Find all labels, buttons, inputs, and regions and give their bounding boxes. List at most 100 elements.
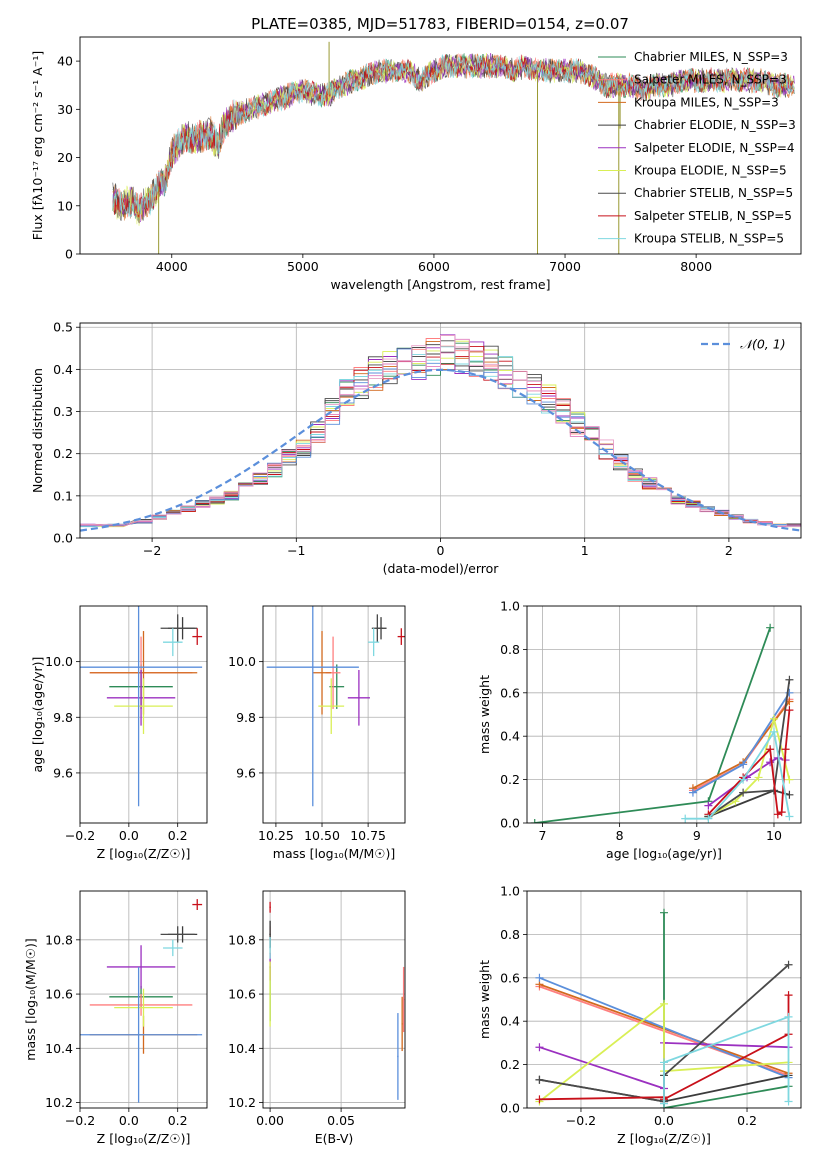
y-tick-label: 0.0 xyxy=(500,816,520,831)
x-tick-label: 7 xyxy=(538,828,546,843)
y-tick-label: 0.4 xyxy=(53,362,73,377)
y-tick-label: 0.0 xyxy=(500,1101,520,1116)
weight-point-marker xyxy=(769,714,778,723)
axes-frame xyxy=(79,890,208,1109)
spectrum-series-line xyxy=(112,54,795,218)
x-tick-label: 1 xyxy=(581,543,589,558)
axes-frame xyxy=(262,605,406,824)
x-tick-label: 0.0 xyxy=(654,1113,674,1128)
legend-entry-3: Kroupa MILES, N_SSP=3 xyxy=(634,95,779,109)
weight-point-marker xyxy=(785,675,794,684)
y-tick-label: 0.4 xyxy=(500,1014,520,1029)
plot-area xyxy=(80,323,801,538)
axes-frame xyxy=(262,890,406,1109)
weight-point-marker xyxy=(704,801,713,810)
axes-frame xyxy=(79,36,802,255)
y-tick-label: 0.3 xyxy=(53,404,73,419)
y-tick-label: 0.5 xyxy=(53,320,73,335)
y-axis-label: mass weight xyxy=(477,960,492,1039)
plot-area xyxy=(80,606,207,823)
x-tick-label: 10.25 xyxy=(258,828,294,843)
x-tick-label: 0.2 xyxy=(737,1113,757,1128)
weight-point-marker xyxy=(784,1097,793,1106)
legend-entry-2: Salpeter MILES, N_SSP=3 xyxy=(634,73,787,87)
figure-title: PLATE=0385, MJD=51783, FIBERID=0154, z=0… xyxy=(251,15,629,33)
legend-entry-1: Chabrier MILES, N_SSP=3 xyxy=(634,50,788,64)
weight-point-marker xyxy=(777,808,786,817)
weight-point-marker xyxy=(784,991,793,1000)
weight-point-marker xyxy=(766,745,775,754)
x-axis-label: wavelength [Angstrom, rest frame] xyxy=(330,277,550,292)
weight-point-marker xyxy=(766,758,775,767)
axes-frame xyxy=(526,605,802,824)
x-axis-label: (data-model)/error xyxy=(383,561,500,576)
x-tick-label: 0.0 xyxy=(119,828,139,843)
x-tick-label: 10 xyxy=(766,828,782,843)
histogram-step-line xyxy=(80,335,801,527)
gaussian-reference-line xyxy=(80,368,801,532)
weight-point-marker xyxy=(769,727,778,736)
legend-entry-7: Chabrier STELIB, N_SSP=5 xyxy=(634,186,793,200)
weight-point-marker xyxy=(535,973,544,982)
weight-point-marker xyxy=(785,790,794,799)
x-axis-label: E(B-V) xyxy=(315,1131,354,1146)
x-axis-label: age [log₁₀(age/yr)] xyxy=(606,846,722,861)
x-tick-label: 8 xyxy=(616,828,624,843)
y-tick-label: 0.0 xyxy=(53,531,73,546)
y-tick-label: 10.6 xyxy=(228,987,256,1002)
y-axis-label: mass weight xyxy=(477,675,492,754)
y-tick-label: 10.4 xyxy=(228,1041,256,1056)
x-tick-label: 6000 xyxy=(418,259,450,274)
spectrum-series-line xyxy=(112,52,795,223)
weight-point-marker xyxy=(766,623,775,632)
weight-point-marker xyxy=(681,814,690,823)
x-tick-label: 0 xyxy=(437,543,445,558)
y-axis-label: age [log₁₀(age/yr)] xyxy=(30,657,45,773)
plot-area xyxy=(80,891,207,1108)
y-tick-label: 10.2 xyxy=(228,1095,256,1110)
y-tick-label: 0.2 xyxy=(500,1057,520,1072)
weight-series-line xyxy=(534,627,771,823)
y-tick-label: 30 xyxy=(57,102,73,117)
y-tick-label: 9.6 xyxy=(53,765,73,780)
y-tick-label: 0.6 xyxy=(500,685,520,700)
weight-point-marker xyxy=(530,819,539,823)
weight-point-marker xyxy=(739,760,748,769)
weight-point-marker xyxy=(773,810,782,819)
x-tick-label: −0.2 xyxy=(65,828,95,843)
legend-entry-4: Chabrier ELODIE, N_SSP=3 xyxy=(634,118,796,132)
x-axis-label: Z [log₁₀(Z/Z☉)] xyxy=(97,1131,191,1146)
y-tick-label: 0.2 xyxy=(53,446,73,461)
x-axis-label: Z [log₁₀(Z/Z☉)] xyxy=(97,846,191,861)
y-tick-label: 0 xyxy=(65,247,73,262)
axes-frame xyxy=(526,890,802,1109)
weight-point-marker xyxy=(784,960,793,969)
x-tick-label: 0.2 xyxy=(168,828,188,843)
legend-entry-gaussian: 𝒩(0, 1) xyxy=(740,337,786,352)
x-tick-label: 10.50 xyxy=(304,828,340,843)
weight-point-marker xyxy=(785,812,794,821)
plot-area xyxy=(527,606,801,823)
weight-point-marker xyxy=(535,1043,544,1052)
y-axis-label: Normed distribution xyxy=(30,368,45,493)
y-tick-label: 0.8 xyxy=(500,927,520,942)
x-tick-label: 4000 xyxy=(156,259,188,274)
legend-entry-6: Kroupa ELODIE, N_SSP=5 xyxy=(634,164,787,178)
x-tick-label: 8000 xyxy=(680,259,712,274)
plot-area xyxy=(263,891,405,1108)
x-tick-label: −2 xyxy=(143,543,161,558)
y-tick-label: 9.6 xyxy=(236,765,256,780)
weight-point-marker xyxy=(660,1058,668,1067)
y-tick-label: 10.8 xyxy=(45,932,73,947)
y-tick-label: 1.0 xyxy=(500,599,520,614)
weight-point-marker xyxy=(785,706,794,715)
weight-point-marker xyxy=(688,788,697,797)
axes-frame xyxy=(79,322,802,539)
x-tick-label: 0.2 xyxy=(168,1113,188,1128)
x-tick-label: 2 xyxy=(725,543,733,558)
x-tick-label: 9 xyxy=(693,828,701,843)
y-tick-label: 10.4 xyxy=(45,1041,73,1056)
weight-point-marker xyxy=(739,775,748,784)
weight-point-marker xyxy=(781,745,790,754)
